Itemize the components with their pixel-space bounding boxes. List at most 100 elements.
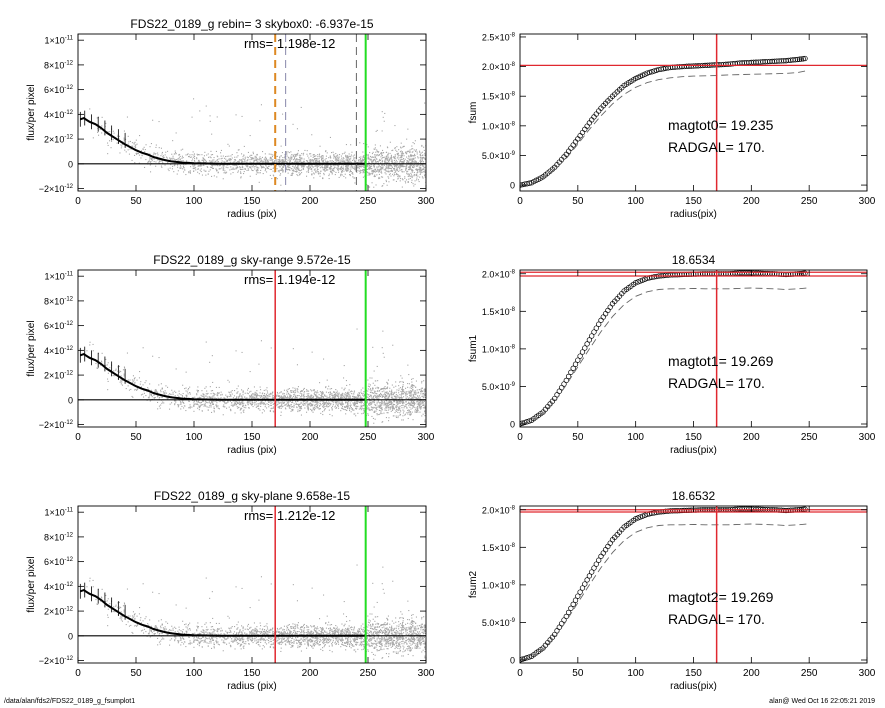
data-point [412,395,414,397]
data-point [247,157,249,159]
data-point [321,393,323,395]
data-point [399,166,401,168]
data-point [398,158,400,160]
data-point [386,170,388,172]
data-point [349,384,351,386]
data-point [182,393,184,395]
data-point [240,404,242,406]
data-point [403,171,405,173]
data-point [360,401,362,403]
data-point [177,396,179,398]
data-point [299,164,301,166]
data-point [408,398,410,400]
data-point [221,162,223,164]
data-point [217,164,219,166]
data-point [384,386,386,388]
data-point [253,397,255,399]
data-point [291,406,293,408]
data-point [359,161,361,163]
data-point [118,365,120,367]
data-point [422,404,424,406]
data-point [384,403,386,405]
data-point [379,177,381,179]
data-point [397,174,399,176]
data-point [316,164,318,166]
data-point [385,173,387,175]
data-point [378,154,380,156]
data-point [179,165,181,167]
data-point [360,396,362,398]
data-point [292,401,294,403]
data-point [89,341,91,343]
data-point [294,158,296,160]
data-point [411,378,413,380]
data-point [208,170,210,172]
data-point [248,169,250,171]
data-point [311,173,313,175]
data-point [341,170,343,172]
data-point [398,170,400,172]
data-point [189,393,191,395]
data-point [355,415,357,417]
data-point [307,167,309,169]
data-point [414,166,416,168]
data-point [295,165,297,167]
data-point [403,405,405,407]
data-point [406,179,408,181]
data-point [372,387,374,389]
data-point [399,166,401,168]
data-point [361,405,363,407]
data-point [376,150,378,152]
data-point [120,371,122,373]
data-point [212,390,214,392]
data-point [387,154,389,156]
data-point [367,154,369,156]
data-point [353,167,355,169]
data-point [296,166,298,168]
data-point [296,396,298,398]
data-point [298,405,300,407]
data-point [290,404,292,406]
data-point [421,395,423,397]
data-point [379,402,381,404]
data-point [421,145,423,147]
data-point [318,408,320,410]
data-point [370,395,372,397]
data-point [370,168,372,170]
data-point [276,404,278,406]
data-point [326,403,328,405]
data-point [197,161,199,163]
data-point [360,171,362,173]
data-point [241,407,243,409]
data-point [199,154,201,156]
data-point [384,161,386,163]
data-point [167,150,169,152]
data-point [383,120,385,122]
data-point [249,167,251,169]
data-point [228,158,230,160]
data-point [332,151,334,153]
data-point [372,389,374,391]
data-point [139,371,141,373]
data-point [424,172,426,174]
data-point [256,168,258,170]
data-point [249,403,251,405]
data-point [360,391,362,393]
y-tick-label: 1×10-11 [44,36,73,46]
data-point [347,404,349,406]
data-point [394,168,396,170]
data-point [321,394,323,396]
data-point [401,400,403,402]
data-point [374,170,376,172]
data-point [271,159,273,161]
data-point [421,382,423,384]
data-point [369,152,371,154]
data-point [238,395,240,397]
data-point [390,155,392,157]
data-point [185,174,187,176]
data-point [336,407,338,409]
data-point [414,157,416,159]
data-point [222,164,224,166]
data-point [422,402,424,404]
data-point [192,165,194,167]
